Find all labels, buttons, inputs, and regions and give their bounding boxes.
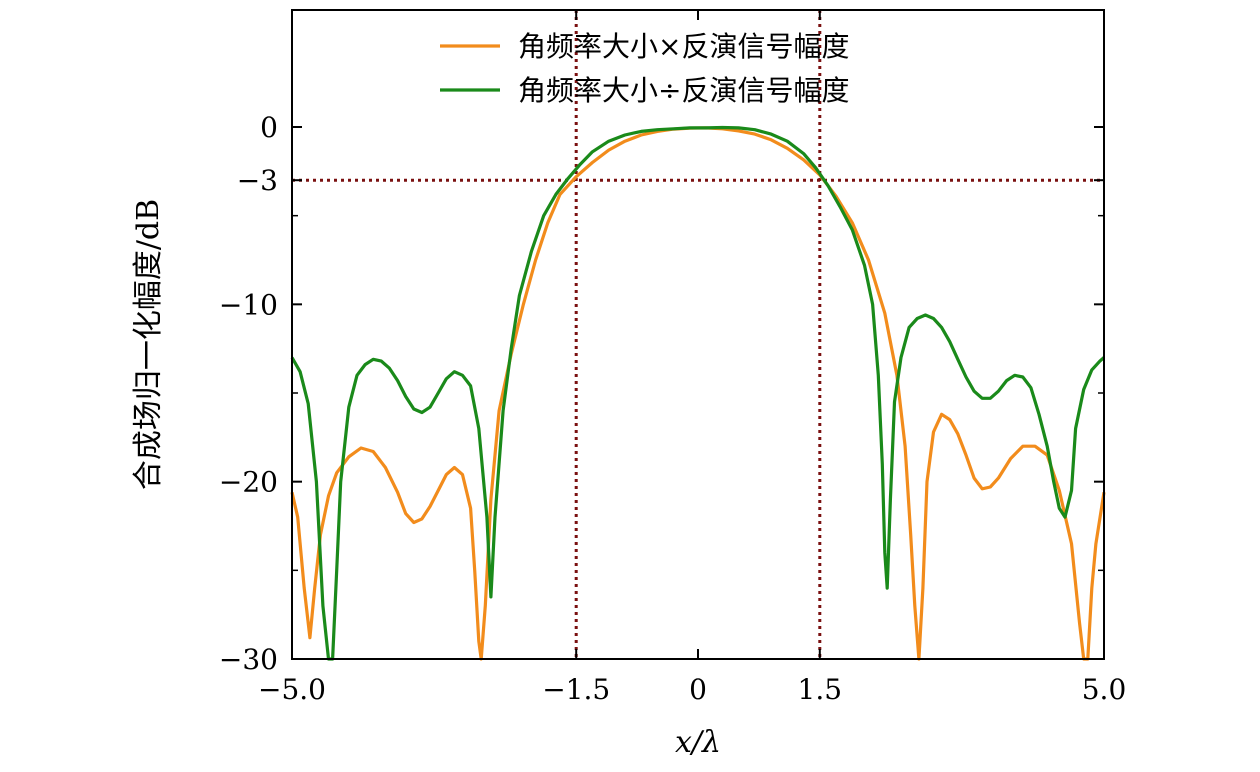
plot-frame (291, 9, 1105, 660)
reference-lines (292, 10, 1104, 659)
series-line-1 (290, 126, 1106, 661)
legend-label-1: 角频率大小×反演信号幅度 (518, 30, 849, 63)
x-tick-label-4: 5.0 (1082, 673, 1127, 706)
x-tick-label-0: −5.0 (258, 673, 326, 706)
series-layer (290, 125, 1106, 661)
x-tick-label-1: −1.5 (542, 673, 610, 706)
y-tick-label-1: −3 (237, 164, 278, 197)
y-axis-label: 合成场归一化幅度/dB (131, 199, 166, 490)
y-tick-label-0: 0 (260, 111, 278, 144)
legend-label-2: 角频率大小÷反演信号幅度 (518, 74, 849, 107)
x-tick-label-3: 1.5 (798, 673, 843, 706)
x-tick-label-2: 0 (689, 673, 707, 706)
series-line-2 (290, 125, 1106, 661)
x-axis-label: x/λ (675, 725, 721, 760)
y-tick-label-3: −20 (219, 466, 278, 499)
y-tick-label-4: −30 (219, 643, 278, 676)
axis-ticks: −5.0 −1.5 0 1.5 5.0 0 −3 −10 −20 −30 (219, 10, 1126, 706)
y-tick-label-2: −10 (219, 288, 278, 321)
